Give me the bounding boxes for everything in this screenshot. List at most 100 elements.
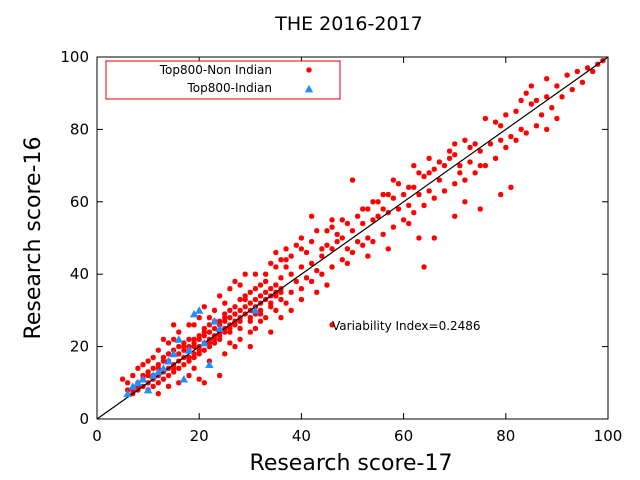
data-point-non-indian: [273, 282, 279, 288]
data-point-non-indian: [268, 286, 274, 292]
data-point-non-indian: [150, 365, 156, 371]
data-point-non-indian: [518, 97, 524, 104]
data-point-non-indian: [196, 333, 202, 339]
data-point-non-indian: [160, 336, 167, 342]
data-point-non-indian: [206, 340, 213, 346]
data-point-non-indian: [380, 206, 386, 212]
data-point-non-indian: [477, 148, 483, 154]
data-point-non-indian: [344, 220, 350, 227]
y-tick-label: 80: [70, 120, 89, 138]
y-tick-label: 60: [70, 193, 89, 211]
data-point-non-indian: [201, 380, 207, 386]
data-point-non-indian: [472, 170, 478, 176]
data-point-non-indian: [416, 191, 422, 198]
x-tick-label: 0: [92, 427, 102, 445]
data-point-non-indian: [390, 195, 396, 201]
data-point-non-indian: [165, 340, 172, 346]
data-point-non-indian: [416, 235, 422, 241]
data-point-non-indian: [176, 365, 182, 371]
data-point-non-indian: [533, 123, 540, 129]
data-point-non-indian: [498, 137, 504, 143]
data-point-non-indian: [590, 68, 596, 75]
data-point-non-indian: [344, 260, 350, 266]
data-point-non-indian: [165, 383, 172, 390]
data-point-non-indian: [191, 340, 197, 346]
data-point-non-indian: [544, 126, 550, 132]
data-point-non-indian: [247, 300, 253, 306]
data-point-non-indian: [446, 148, 453, 154]
data-point-non-indian: [222, 300, 228, 306]
data-point-non-indian: [314, 228, 320, 234]
data-point-non-indian: [421, 202, 427, 209]
data-point-non-indian: [247, 344, 253, 350]
data-point-non-indian: [155, 391, 161, 397]
data-point-non-indian: [559, 94, 565, 100]
data-point-non-indian: [324, 282, 330, 288]
data-point-non-indian: [155, 362, 161, 368]
data-point-non-indian: [380, 231, 386, 237]
legend: Top800-Non Indian Top800-Indian: [105, 60, 341, 100]
data-point-indian: [179, 374, 189, 383]
data-point-non-indian: [457, 163, 463, 169]
data-point-non-indian: [232, 278, 238, 285]
data-point-non-indian: [268, 260, 274, 266]
data-point-indian: [184, 346, 194, 354]
data-point-non-indian: [232, 344, 238, 350]
x-axis: 0 20 40 60 80 100: [92, 57, 622, 445]
data-point-non-indian: [222, 351, 228, 357]
data-point-indian: [159, 364, 168, 372]
data-point-non-indian: [579, 79, 586, 85]
data-point-non-indian: [201, 304, 207, 310]
data-point-non-indian: [150, 354, 156, 361]
data-point-non-indian: [574, 68, 580, 75]
data-point-non-indian: [518, 126, 524, 132]
data-point-non-indian: [196, 347, 202, 353]
data-point-non-indian: [247, 329, 253, 335]
data-point-non-indian: [426, 188, 432, 194]
data-point-non-indian: [227, 315, 233, 321]
data-point-non-indian: [452, 152, 458, 158]
data-point-non-indian: [257, 282, 264, 288]
data-point-non-indian: [309, 239, 315, 245]
plot-area: [96, 56, 609, 420]
data-point-non-indian: [339, 257, 345, 263]
data-point-non-indian: [165, 372, 172, 379]
data-point-non-indian: [329, 264, 335, 270]
data-point-indian: [128, 382, 137, 390]
data-point-non-indian: [181, 362, 187, 368]
data-point-indian: [189, 309, 199, 318]
data-point-non-indian: [523, 130, 529, 136]
data-point-non-indian: [457, 170, 463, 176]
data-point-non-indian: [252, 286, 259, 292]
data-point-non-indian: [431, 195, 437, 201]
data-point-non-indian: [263, 278, 269, 285]
data-point-non-indian: [528, 101, 534, 107]
data-point-non-indian: [329, 246, 335, 252]
data-point-non-indian: [140, 362, 146, 368]
data-point-non-indian: [263, 289, 269, 295]
data-point-non-indian: [355, 239, 361, 245]
data-point-indian: [251, 306, 260, 314]
data-point-non-indian: [283, 264, 289, 270]
data-point-non-indian: [421, 173, 427, 180]
data-point-non-indian: [283, 257, 289, 263]
legend-box: [105, 60, 341, 100]
data-point-non-indian: [206, 315, 213, 321]
data-point-non-indian: [584, 65, 591, 71]
data-point-non-indian: [227, 307, 233, 313]
data-point-non-indian: [211, 325, 218, 332]
data-point-non-indian: [171, 369, 177, 375]
data-point-non-indian: [375, 199, 381, 205]
y-axis-title: Research score-16: [21, 137, 46, 340]
data-point-non-indian: [406, 184, 412, 190]
plot-frame: [96, 56, 609, 420]
data-point-non-indian: [544, 76, 550, 82]
data-point-non-indian: [554, 115, 560, 122]
data-point-non-indian: [242, 271, 248, 277]
data-point-non-indian: [171, 322, 177, 328]
data-point-non-indian: [344, 246, 350, 252]
data-point-non-indian: [150, 383, 156, 390]
y-tick-label: 0: [79, 410, 89, 428]
data-point-non-indian: [237, 336, 243, 342]
data-point-non-indian: [538, 112, 545, 118]
